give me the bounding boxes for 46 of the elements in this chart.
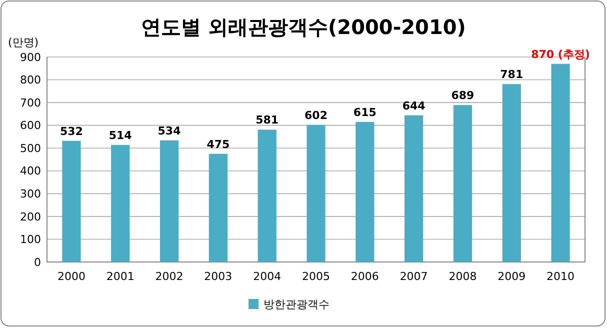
x-tick-label: 2010 <box>546 270 575 283</box>
chart-title: 연도별 외래관광객수(2000-2010) <box>141 15 466 39</box>
y-tick-label: 100 <box>20 233 41 246</box>
text: 475 <box>206 138 230 151</box>
text: 532 <box>60 124 83 138</box>
y-tick-label: 800 <box>20 74 41 87</box>
bar <box>111 144 130 262</box>
x-tick-label: 2006 <box>350 270 379 283</box>
annotation: 870 (추정) <box>531 48 590 61</box>
y-tick-label: 700 <box>20 96 41 110</box>
y-tick-label: 900 <box>20 50 41 64</box>
text: 615 <box>353 106 376 119</box>
x-tick-label: 2007 <box>400 270 428 283</box>
text: 644 <box>402 99 426 112</box>
y-tick-label: 200 <box>20 210 41 224</box>
y-tick-label: 300 <box>20 188 41 201</box>
text: 534 <box>158 124 181 138</box>
bar <box>306 124 326 262</box>
y-axis-title: (만명) <box>8 36 39 49</box>
x-tick-label: 2003 <box>204 270 232 283</box>
bar <box>356 122 374 262</box>
bar <box>258 130 276 262</box>
x-tick-label: 2008 <box>448 270 477 283</box>
text: 689 <box>451 89 474 102</box>
legend-label: 방한관광객수 <box>264 298 330 311</box>
x-tick-label: 2002 <box>155 270 184 283</box>
x-tick-label: 2004 <box>253 270 282 283</box>
bar <box>404 115 424 262</box>
y-tick-label: 600 <box>20 119 41 132</box>
y-tick-label: 400 <box>20 164 41 178</box>
x-tick-label: 2009 <box>498 270 526 283</box>
text: 514 <box>108 128 132 142</box>
y-tick-label: 500 <box>20 142 41 155</box>
y-tick-label: 0 <box>34 256 41 269</box>
text: 581 <box>256 114 279 127</box>
x-tick-label: 2001 <box>106 270 134 283</box>
bar <box>453 105 472 262</box>
text: 781 <box>500 68 524 82</box>
bar <box>551 64 570 262</box>
bar <box>502 84 521 262</box>
bar <box>208 154 228 262</box>
text: 602 <box>304 108 328 122</box>
bar <box>62 140 81 262</box>
x-tick-label: 2000 <box>57 270 86 283</box>
x-tick-label: 2005 <box>302 270 330 283</box>
bar <box>160 140 179 262</box>
